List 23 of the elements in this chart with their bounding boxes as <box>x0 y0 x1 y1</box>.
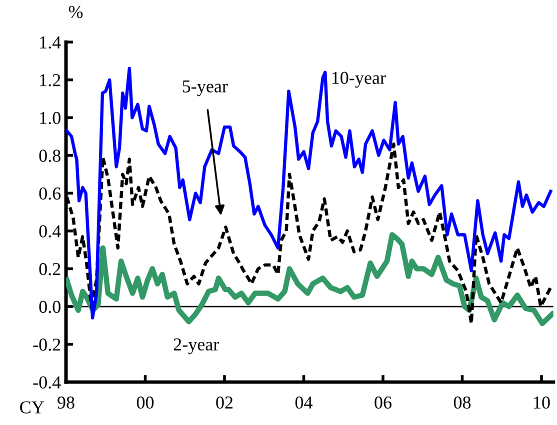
x-tick-label: 02 <box>216 396 233 409</box>
y-axis-title: % <box>68 6 83 18</box>
series-label: 2-year <box>174 338 220 354</box>
x-axis-title: CY <box>20 401 44 414</box>
y-tick-label: 1.4 <box>40 36 61 49</box>
x-tick-label: 04 <box>295 396 312 409</box>
x-tick-label: 06 <box>374 396 392 409</box>
y-tick-label: 0.4 <box>39 225 61 238</box>
y-tick-label: 1.2 <box>40 74 60 86</box>
y-tick-label: 0.2 <box>39 263 60 276</box>
x-tick-label: 00 <box>136 396 154 409</box>
line-series <box>66 66 552 320</box>
y-tick-label: 0.8 <box>39 150 60 162</box>
y-tick-label: -0.2 <box>33 338 60 351</box>
text: 5-year <box>182 80 228 96</box>
x-tick-label: 08 <box>454 396 471 409</box>
y-tick-label: -0.4 <box>33 376 61 389</box>
x-tick-label: 98 <box>58 396 74 409</box>
y-tick-label: 0.6 <box>39 187 61 200</box>
y-tick-label: 1.0 <box>40 112 60 124</box>
y-tick-label: 0.0 <box>39 300 60 314</box>
x-tick-label: 10 <box>534 396 550 409</box>
series-label: 10-year <box>332 72 386 88</box>
